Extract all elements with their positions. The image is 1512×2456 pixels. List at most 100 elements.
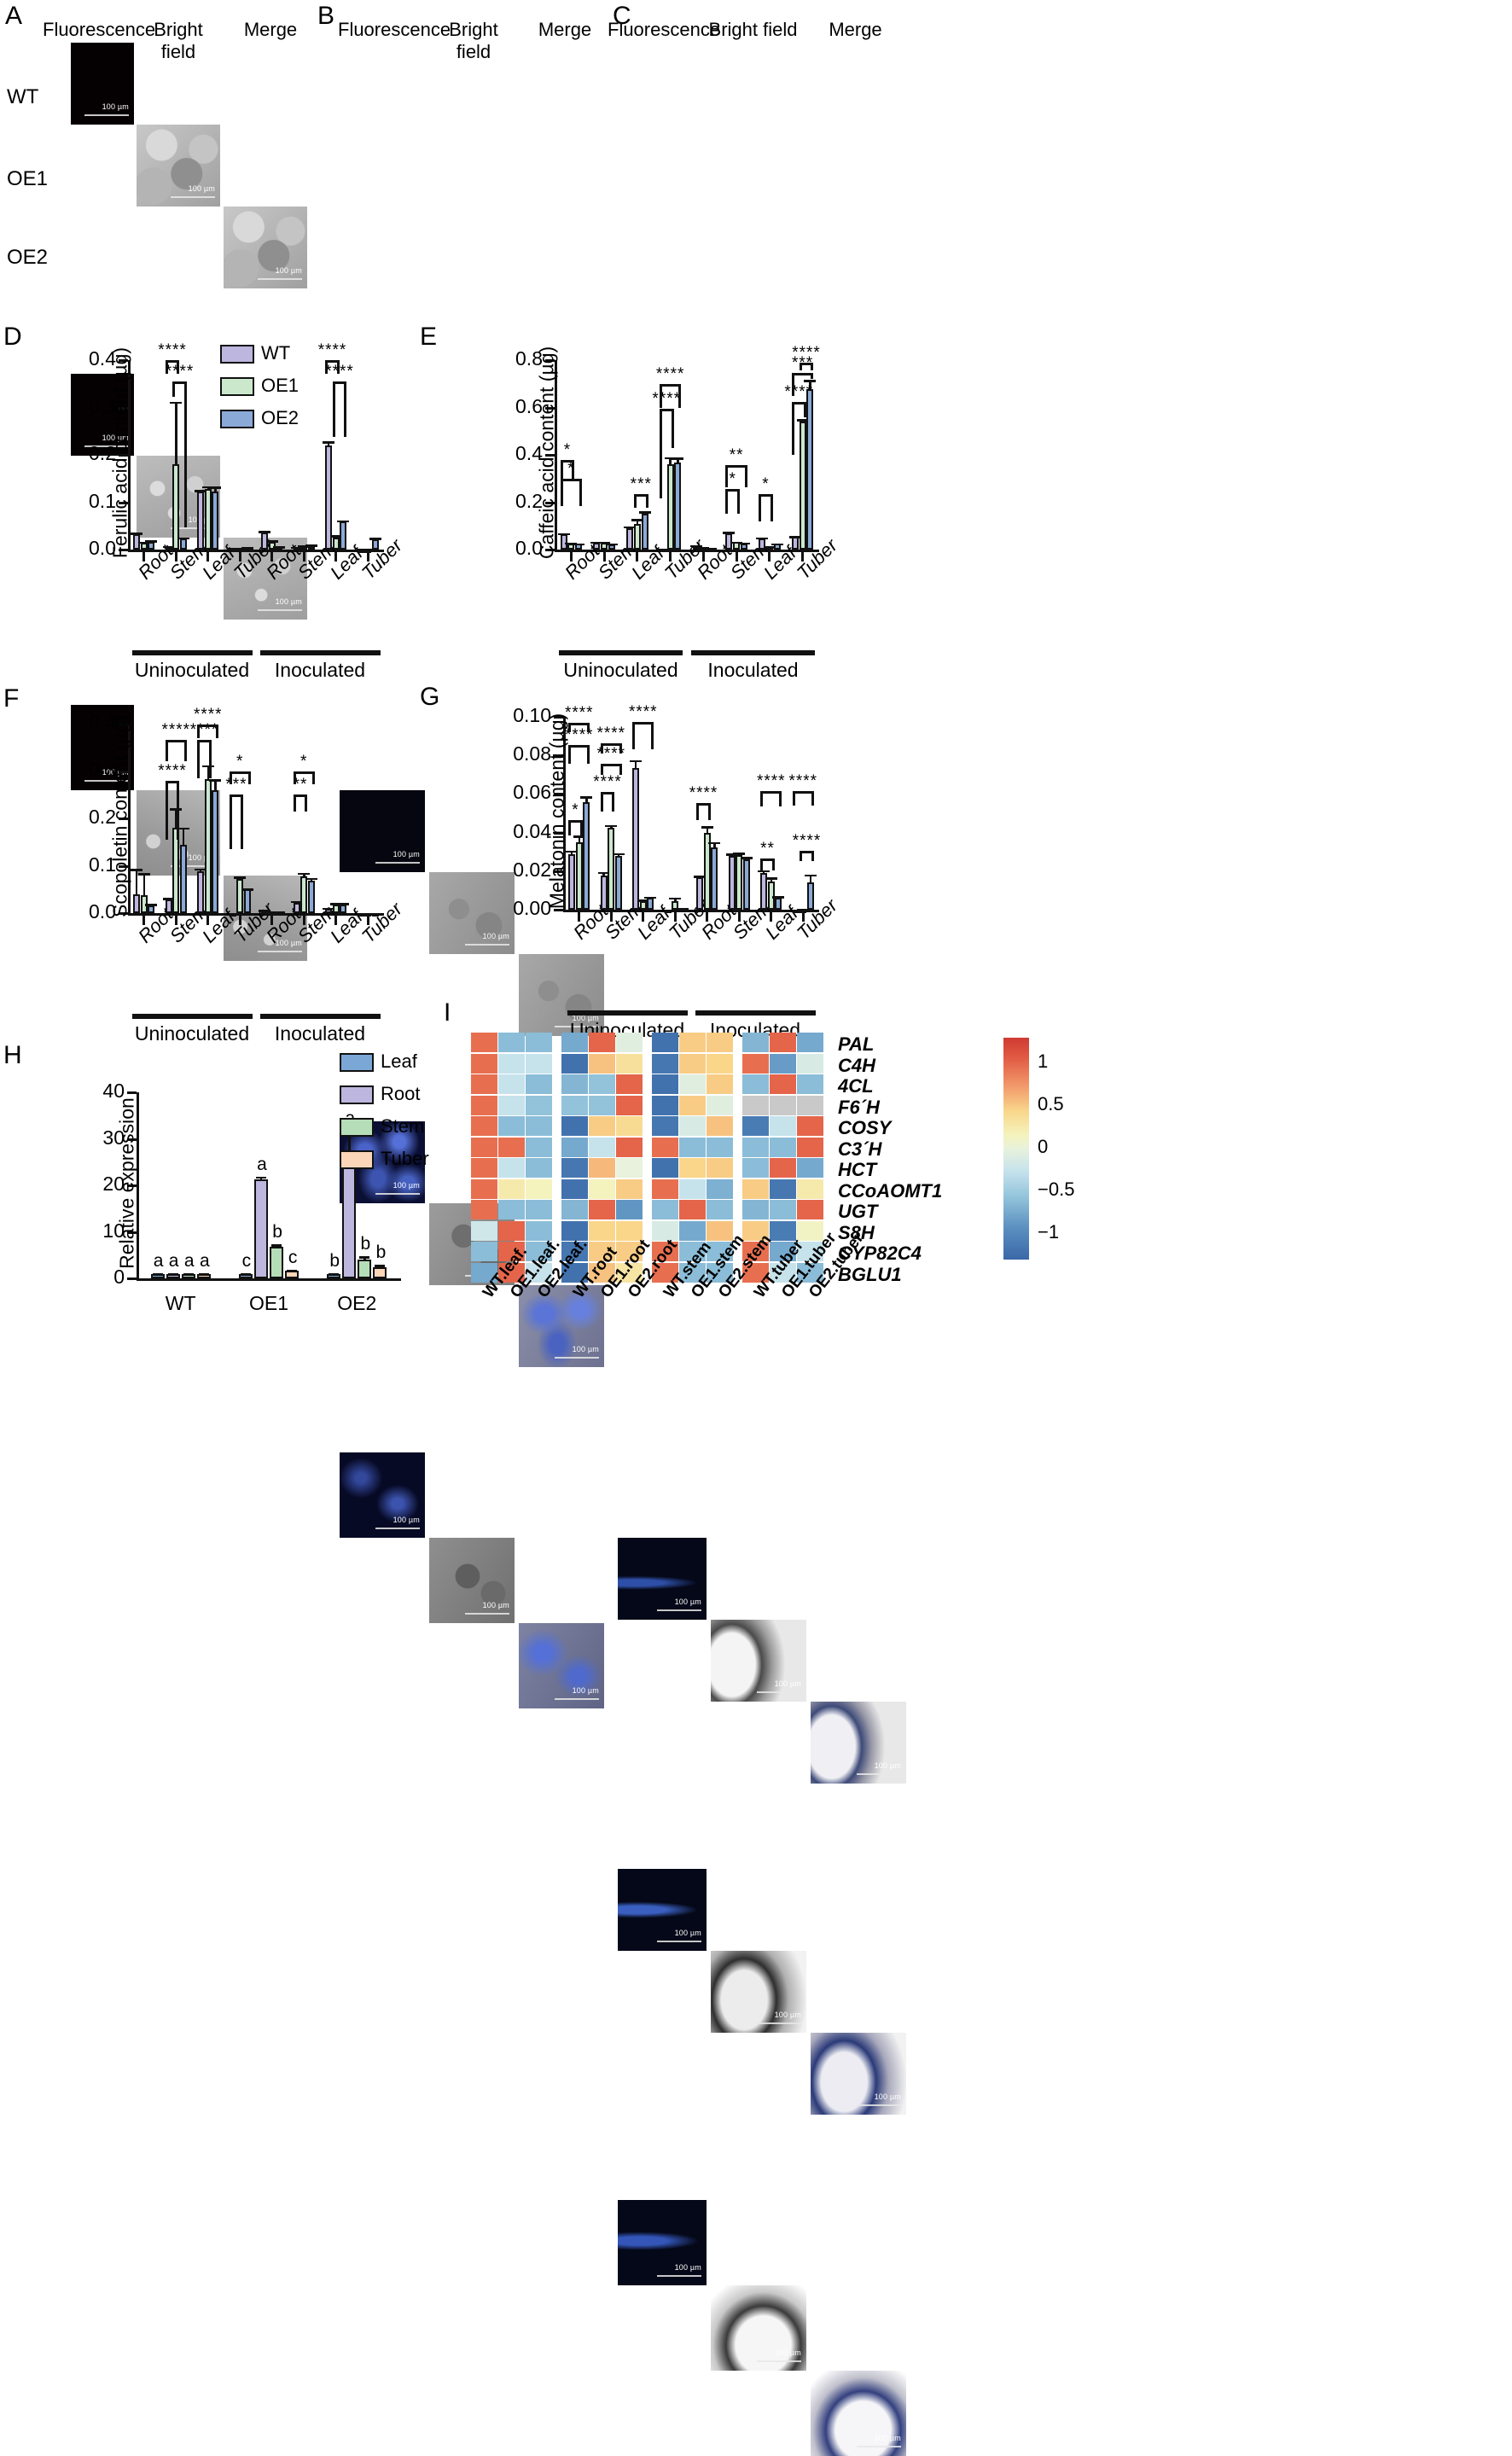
heatmap-cell (498, 1179, 525, 1199)
heatmap-cell (679, 1033, 706, 1052)
bar-stem-oe2 (308, 881, 315, 913)
sig-g-11: **** (782, 832, 831, 851)
error-cap (558, 533, 570, 536)
error-cap (199, 1273, 209, 1276)
sig-g-4: **** (584, 773, 632, 792)
micro-row-label-oe1-a: OE1 (7, 167, 48, 191)
heatmap-cell (679, 1054, 706, 1074)
bar-root-wt (133, 894, 140, 913)
heatmap-colorbar (1003, 1038, 1029, 1260)
error-cap (329, 1273, 339, 1276)
heatmap-gene-label: PAL (838, 1033, 874, 1056)
legend-swatch-stem (340, 1118, 374, 1137)
bar-tuber-wt (665, 910, 672, 913)
colorbar-tick-label: 0.5 (1038, 1093, 1064, 1115)
micro-image-b-oe2-brightfield: 100 µm (429, 1538, 515, 1623)
bar-stem-oe1 (300, 876, 307, 913)
legend-label-stem: Stem (381, 1115, 424, 1138)
sig-bracket-left (725, 465, 728, 487)
significance-letter: a (151, 1251, 166, 1272)
bar-root-oe2 (711, 847, 718, 910)
scalebar-label: 100 µm (573, 1686, 599, 1695)
error-cap (170, 402, 182, 404)
scalebar-line (857, 2104, 901, 2106)
group-underline (691, 650, 816, 655)
scalebar-label: 100 µm (276, 266, 302, 275)
sig-g-8: **** (679, 784, 728, 803)
heatmap-cell (679, 1074, 706, 1094)
heatmap-cell (770, 1033, 796, 1052)
heatmap-cell (797, 1054, 823, 1074)
bar-leaf-wt (626, 528, 633, 550)
heatmap-cell (471, 1179, 497, 1199)
bar-tuber-oe1 (236, 879, 243, 913)
sig-bracket-right (580, 820, 583, 835)
significance-letter: c (239, 1251, 254, 1272)
sig-bracket-left (760, 791, 763, 806)
bar-leaf-oe1 (205, 779, 212, 913)
error-cap (234, 876, 246, 879)
micro-image-a-wt-brightfield: 100 µm (137, 125, 220, 207)
significance-letter: a (254, 1155, 270, 1175)
sig-f-4: **** (180, 706, 236, 725)
scalebar-label: 100 µm (675, 1598, 701, 1606)
significance-letter: a (182, 1251, 197, 1272)
error-cap (145, 540, 157, 543)
sig-g-5: **** (584, 745, 639, 764)
heatmap-cell (742, 1200, 769, 1219)
heatmap-cell (707, 1116, 733, 1136)
error-cap (701, 826, 713, 829)
heatmap-cell (742, 1033, 769, 1052)
bar-leaf-oe2 (212, 492, 218, 550)
error-cap (772, 896, 784, 899)
panel-letter-A: A (5, 2, 22, 31)
heatmap-cell (526, 1138, 552, 1157)
sig-bracket-right (646, 494, 648, 509)
sig-bracket-right (804, 402, 806, 417)
scalebar-line (171, 196, 215, 198)
x-tick-label-wt: WT (137, 1292, 224, 1315)
error-cap (369, 538, 381, 540)
colorbar-tick-label: 0 (1038, 1136, 1048, 1158)
scalebar-label: 100 µm (875, 2434, 901, 2442)
heatmap-cell (707, 1179, 733, 1199)
significance-letter: b (270, 1222, 285, 1243)
bar-oe2-tuber (373, 1267, 387, 1278)
heatmap-cell (498, 1158, 525, 1178)
bar-leaf-oe2 (340, 521, 346, 550)
legend-label-tuber: Tuber (381, 1148, 429, 1170)
heatmap-cell (526, 1200, 552, 1219)
sig-bracket-right (579, 479, 582, 507)
bar-leaf-oe2 (642, 514, 648, 550)
sig-bracket-right (184, 381, 187, 527)
heatmap-cell (471, 1242, 497, 1261)
y-tick-label: 0.4 (55, 711, 116, 734)
significance-letter: b (358, 1234, 373, 1254)
bar-stem-oe1 (736, 855, 742, 910)
heatmap-cell (471, 1033, 497, 1052)
y-tick-label: 0.08 (490, 742, 551, 765)
heatmap-cell (707, 1138, 733, 1157)
sig-bracket-left (634, 494, 637, 509)
sig-bracket-right (811, 373, 813, 379)
sig-f-6: * (212, 753, 268, 771)
x-axis-line (137, 1278, 401, 1281)
sig-bracket-left (759, 494, 761, 521)
sig-bracket-right (672, 409, 674, 448)
heatmap-cell (471, 1096, 497, 1115)
sig-e-3: *** (617, 475, 666, 494)
error-cap (723, 532, 735, 534)
sig-bracket-right (344, 381, 346, 437)
significance-letter: c (285, 1248, 300, 1268)
scalebar-line (657, 1941, 701, 1942)
sig-bracket-right (184, 740, 187, 761)
heatmap-cell (616, 1096, 643, 1115)
micro-row-label-wt-a: WT (7, 85, 38, 109)
heatmap-cell (498, 1138, 525, 1157)
heatmap-cell (589, 1074, 615, 1094)
error-cap (271, 1244, 282, 1247)
bar-tuber-oe2 (244, 889, 251, 913)
error-cap (605, 825, 617, 828)
